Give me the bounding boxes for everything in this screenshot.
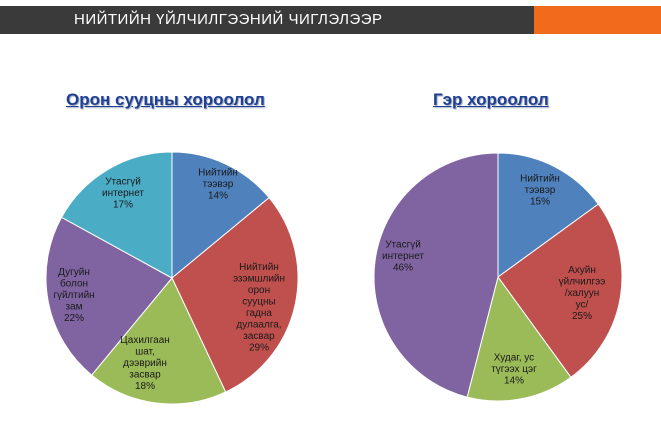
chart-title-apartment: Орон сууцны хороолол <box>66 90 265 109</box>
slice-label-bike-running-path: Дугуйн болон гүйлтийн зам 22% <box>53 267 94 324</box>
slice-label-public-transport: Нийтийн тээвэр 15% <box>520 174 560 208</box>
pie-slice-wifi <box>60 151 173 279</box>
slice-label-wifi: Утасгүй интернет 17% <box>102 177 144 211</box>
slice-label-wifi: Утасгүй интернет 46% <box>382 240 424 274</box>
chart-title-ger: Гэр хороолол <box>433 90 549 109</box>
header-bar: НИЙТИЙН ҮЙЛЧИЛГЭЭНИЙ ЧИГЛЭЛЭЭР <box>0 6 661 34</box>
pie-slice-bike-running-path <box>45 216 173 376</box>
slice-label-building-insulation: Нийтийн эзэмшлийн орон сууцны гадна дулаалга,… <box>233 262 285 354</box>
slice-label-elevator-roof: Цахилгаан шат, дээврийн засвар 18% <box>120 335 170 392</box>
slice-label-household-hot-water: Ахуйн үйлчилгээ/халуун ус/25% <box>559 265 606 322</box>
pie-slice-wifi <box>373 152 499 398</box>
slice-label-well-water-point: Худаг, ус түгээх цэг 14% <box>491 353 537 387</box>
pie-slice-household-hot-water <box>497 203 623 379</box>
header-accent-block <box>534 6 661 34</box>
pie-slice-public-transport <box>171 151 270 280</box>
pie-slice-building-insulation <box>171 196 299 393</box>
pie-slice-well-water-point <box>466 275 572 402</box>
slice-label-public-transport: Нийтийн тээвэр 14% <box>198 168 238 202</box>
pie-slice-public-transport <box>497 152 600 278</box>
pie-slice-elevator-roof <box>90 277 227 405</box>
page-title: НИЙТИЙН ҮЙЛЧИЛГЭЭНИЙ ЧИГЛЭЛЭЭР <box>74 11 383 28</box>
